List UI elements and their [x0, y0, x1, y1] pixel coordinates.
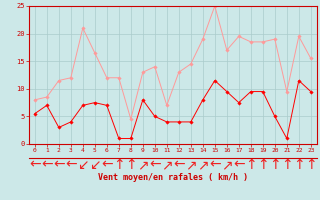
X-axis label: Vent moyen/en rafales ( km/h ): Vent moyen/en rafales ( km/h ) — [98, 173, 248, 182]
